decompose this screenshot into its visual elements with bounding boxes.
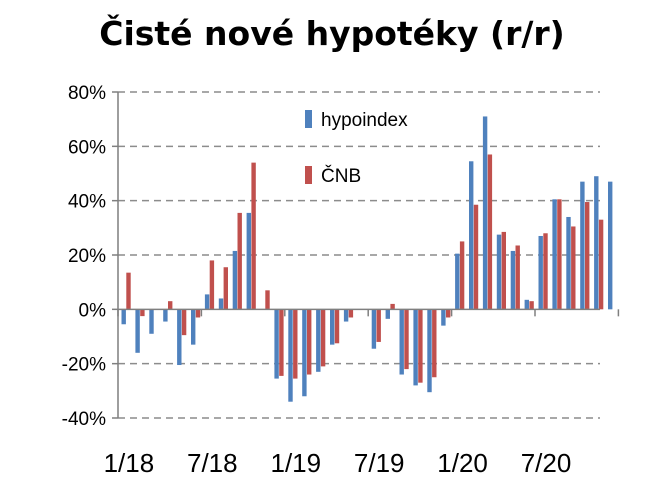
legend-label-0: hypoindex bbox=[321, 110, 408, 131]
bar-hypoindex-28 bbox=[510, 250, 516, 310]
bar--nb-8 bbox=[237, 212, 242, 310]
bar--nb-6 bbox=[209, 260, 215, 310]
bar--nb-32 bbox=[571, 226, 576, 310]
bar-hypoindex-14 bbox=[316, 309, 321, 372]
bar--nb-15 bbox=[334, 309, 340, 344]
bar-hypoindex-25 bbox=[469, 161, 474, 310]
bar-hypoindex-12 bbox=[288, 309, 293, 402]
bar-hypoindex-6 bbox=[204, 294, 210, 310]
bar--nb-1 bbox=[140, 309, 145, 317]
bar-hypoindex-3 bbox=[163, 309, 168, 322]
bar-hypoindex-27 bbox=[496, 234, 502, 310]
x-tick-label: 1/20 bbox=[437, 448, 488, 478]
bar-hypoindex-23 bbox=[441, 309, 446, 326]
bar-hypoindex-0 bbox=[121, 309, 126, 325]
y-tick-label: 0% bbox=[79, 300, 107, 321]
legend-swatch-1 bbox=[305, 166, 312, 184]
bar--nb-30 bbox=[543, 233, 548, 310]
bar-hypoindex-16 bbox=[343, 309, 349, 322]
y-tick-label: 60% bbox=[68, 137, 106, 158]
y-tick-label: 40% bbox=[68, 192, 106, 213]
bar-hypoindex-34 bbox=[594, 176, 599, 310]
bar--nb-10 bbox=[265, 290, 270, 310]
bar--nb-19 bbox=[390, 303, 395, 310]
bar--nb-20 bbox=[404, 309, 409, 370]
y-tick-label: 20% bbox=[68, 246, 106, 267]
axes bbox=[112, 91, 620, 419]
bar-hypoindex-22 bbox=[427, 309, 432, 393]
bar-hypoindex-8 bbox=[232, 250, 238, 310]
bar-hypoindex-11 bbox=[274, 309, 279, 379]
x-tick-label: 1/18 bbox=[104, 448, 155, 478]
bar--nb-29 bbox=[529, 301, 534, 310]
bar-hypoindex-33 bbox=[580, 181, 585, 310]
bar--nb-0 bbox=[126, 272, 131, 310]
bar--nb-7 bbox=[223, 267, 228, 310]
bar--nb-25 bbox=[473, 204, 479, 310]
bar-hypoindex-7 bbox=[218, 298, 224, 310]
bar--nb-4 bbox=[181, 309, 187, 336]
legend-label-1: ČNB bbox=[321, 165, 361, 187]
bar-hypoindex-19 bbox=[385, 309, 390, 319]
x-tick-label: 7/19 bbox=[354, 448, 405, 478]
bar--nb-28 bbox=[515, 245, 520, 310]
bar--nb-21 bbox=[418, 309, 423, 383]
bar--nb-23 bbox=[446, 309, 451, 318]
bar--nb-13 bbox=[307, 309, 312, 375]
chart-title: Čisté nové hypotéky (r/r) bbox=[99, 14, 565, 53]
bar-hypoindex-2 bbox=[149, 309, 154, 334]
gridlines bbox=[118, 91, 600, 419]
y-tick-label: -40% bbox=[62, 409, 106, 430]
bar-hypoindex-15 bbox=[330, 309, 335, 345]
bar--nb-12 bbox=[293, 309, 298, 379]
legend: hypoindex ČNB bbox=[305, 110, 408, 187]
bar-hypoindex-4 bbox=[177, 309, 182, 366]
x-tick-labels: 1/18 7/18 1/19 7/19 1/20 7/20 bbox=[104, 448, 572, 478]
y-tick-labels: -40% -20% 0% 20% 40% 60% 80% bbox=[62, 83, 106, 430]
y-tick-label: 80% bbox=[68, 83, 106, 104]
legend-swatch-0 bbox=[305, 110, 312, 128]
bar--nb-22 bbox=[432, 309, 437, 378]
bar--nb-11 bbox=[279, 309, 284, 376]
x-tick-label: 1/19 bbox=[270, 448, 321, 478]
bar--nb-31 bbox=[557, 199, 562, 310]
bar--nb-3 bbox=[168, 301, 173, 310]
bar--nb-26 bbox=[487, 154, 493, 310]
y-tick-label: -20% bbox=[62, 355, 106, 376]
bar-hypoindex-1 bbox=[135, 309, 140, 353]
bar-hypoindex-21 bbox=[413, 309, 418, 386]
bar--nb-14 bbox=[320, 309, 326, 367]
bar-hypoindex-9 bbox=[246, 212, 251, 310]
bar--nb-9 bbox=[251, 162, 256, 310]
bar-hypoindex-32 bbox=[566, 216, 571, 310]
bar-hypoindex-26 bbox=[482, 116, 488, 310]
bar-hypoindex-35 bbox=[608, 181, 613, 310]
bar--nb-18 bbox=[376, 309, 381, 342]
bar-hypoindex-13 bbox=[302, 309, 307, 397]
bar-hypoindex-5 bbox=[191, 309, 196, 345]
x-tick-label: 7/18 bbox=[187, 448, 238, 478]
bar-hypoindex-20 bbox=[399, 309, 404, 375]
x-tick-label: 7/20 bbox=[521, 448, 572, 478]
bar--nb-24 bbox=[459, 241, 465, 310]
bar--nb-33 bbox=[585, 202, 590, 310]
bar-hypoindex-29 bbox=[524, 299, 529, 310]
bar-hypoindex-24 bbox=[455, 253, 460, 310]
bar--nb-5 bbox=[195, 309, 201, 318]
bar--nb-16 bbox=[348, 309, 354, 318]
bar--nb-34 bbox=[598, 219, 604, 310]
bars bbox=[121, 116, 613, 402]
bar-hypoindex-18 bbox=[371, 309, 377, 349]
bar-hypoindex-30 bbox=[538, 235, 543, 310]
bar-hypoindex-31 bbox=[552, 199, 557, 310]
bar--nb-27 bbox=[501, 231, 506, 310]
